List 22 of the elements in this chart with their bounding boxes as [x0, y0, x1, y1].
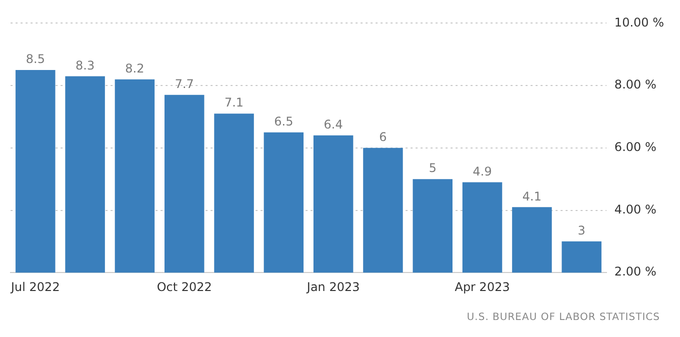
data-label: 6.5 [274, 114, 294, 128]
x-tick-label: Jul 2022 [10, 280, 60, 294]
data-label: 3 [578, 224, 586, 238]
data-label: 4.9 [472, 164, 492, 178]
y-tick-label: 2.00 % [614, 264, 656, 279]
data-label: 7.1 [224, 96, 244, 110]
text: U.S. BUREAU OF LABOR STATISTICS [466, 312, 661, 323]
y-tick-label: 8.00 % [614, 78, 656, 92]
data-label: 6.4 [324, 118, 343, 132]
data-label: 5 [428, 161, 436, 176]
y-tick-label: 10.00 % [614, 15, 664, 30]
data-label: 4.1 [522, 189, 542, 204]
y-tick-label: 4.00 % [614, 202, 656, 216]
x-tick-label: Jan 2023 [306, 280, 360, 294]
x-tick-label: Apr 2023 [454, 280, 510, 294]
data-label: 6 [379, 130, 387, 144]
data-label: 8.5 [26, 52, 45, 66]
data-label: 8.3 [76, 58, 95, 72]
data-label: 7.7 [174, 77, 194, 92]
data-label: 8.2 [125, 61, 144, 76]
y-tick-label: 6.00 % [614, 140, 656, 154]
x-tick-label: Oct 2022 [156, 280, 212, 294]
